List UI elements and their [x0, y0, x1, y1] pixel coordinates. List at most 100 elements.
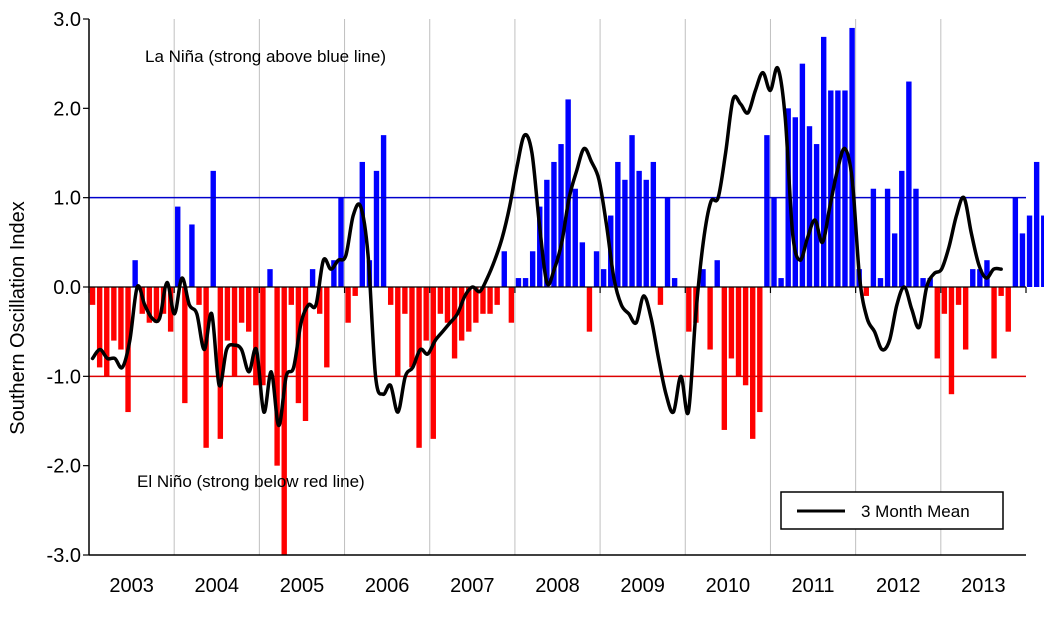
monthly-bar	[707, 287, 713, 350]
monthly-bar	[913, 188, 919, 287]
x-tick-label: 2011	[792, 575, 835, 597]
x-tick-label: 2008	[535, 575, 580, 597]
monthly-bar	[1041, 215, 1044, 287]
monthly-bar	[891, 233, 898, 287]
y-tick-label: -1.0	[47, 366, 81, 388]
monthly-bar	[522, 278, 529, 287]
monthly-bar	[217, 287, 224, 439]
monthly-bar	[735, 287, 742, 377]
monthly-bar	[686, 287, 692, 332]
monthly-bar	[551, 161, 557, 287]
monthly-bar	[203, 287, 209, 448]
legend-label: 3 Month Mean	[861, 502, 970, 521]
monthly-bar	[970, 269, 976, 287]
monthly-bar	[246, 287, 252, 332]
monthly-bar	[813, 144, 820, 287]
monthly-bar	[657, 287, 664, 305]
monthly-bar	[664, 197, 671, 287]
monthly-bar	[104, 287, 110, 377]
monthly-bar	[899, 170, 905, 287]
monthly-bar	[423, 287, 429, 341]
y-tick-label: 1.0	[53, 188, 81, 210]
y-tick-labels: 3.0 2.0 1.0 0.0 -1.0 -2.0 -3.0	[47, 9, 89, 567]
monthly-bar	[955, 287, 962, 305]
monthly-bar	[224, 287, 231, 341]
monthly-bar	[437, 287, 444, 314]
monthly-bar	[1019, 233, 1026, 287]
monthly-bar	[537, 206, 543, 287]
monthly-bar	[600, 269, 607, 287]
y-tick-label: 0.0	[53, 277, 81, 299]
y-tick-label: -3.0	[47, 545, 81, 567]
y-tick-label: -2.0	[47, 456, 81, 478]
monthly-bar	[750, 287, 756, 439]
monthly-bar	[458, 287, 465, 341]
monthly-bar	[927, 278, 933, 287]
monthly-bar	[764, 135, 770, 287]
monthly-bar	[260, 287, 266, 386]
monthly-bar	[494, 287, 500, 305]
monthly-bar	[196, 287, 202, 305]
monthly-bar	[565, 99, 571, 288]
x-tick-label: 2007	[450, 575, 495, 597]
monthly-bar	[586, 287, 593, 332]
monthly-bar	[558, 144, 564, 287]
monthly-bar	[700, 269, 706, 287]
monthly-bar	[572, 188, 578, 287]
monthly-bar	[671, 278, 678, 287]
monthly-bar	[863, 287, 869, 296]
monthly-bar	[742, 287, 749, 386]
monthly-bar	[281, 287, 287, 555]
monthly-bar	[643, 179, 649, 287]
monthly-bar	[175, 206, 181, 287]
monthly-bar	[473, 287, 479, 323]
x-tick-label: 2009	[620, 575, 665, 597]
monthly-bar	[622, 179, 628, 287]
y-tick-label: 3.0	[53, 9, 81, 31]
monthly-bar	[991, 287, 997, 359]
monthly-bar	[714, 260, 720, 287]
monthly-bar	[615, 161, 621, 287]
monthly-bar	[828, 90, 834, 287]
monthly-bar	[118, 287, 124, 350]
monthly-bar	[238, 287, 245, 323]
monthly-bar	[906, 81, 912, 288]
monthly-bar	[267, 269, 273, 287]
monthly-bar	[451, 287, 458, 359]
monthly-bar	[373, 170, 380, 287]
monthly-bar	[934, 287, 940, 359]
monthly-bar	[89, 287, 96, 305]
monthly-bar	[835, 90, 841, 287]
monthly-bar	[96, 287, 103, 368]
el-nino-annotation: El Niño (strong below red line)	[137, 472, 365, 491]
monthly-bar	[778, 278, 784, 287]
monthly-bar	[544, 179, 550, 287]
monthly-bar	[636, 170, 642, 287]
monthly-bar	[402, 287, 408, 314]
monthly-bar	[231, 287, 238, 377]
x-tick-label: 2006	[365, 575, 410, 597]
monthly-bar	[529, 251, 536, 287]
x-tick-label: 2012	[876, 575, 921, 597]
monthly-bar	[842, 90, 848, 287]
la-nina-annotation: La Niña (strong above blue line)	[145, 47, 386, 66]
monthly-bar	[132, 260, 138, 287]
monthly-bar	[884, 188, 891, 287]
monthly-bar	[962, 287, 969, 350]
monthly-bar	[338, 197, 344, 287]
monthly-bar	[1026, 215, 1033, 287]
three-month-mean-line	[90, 66, 1003, 428]
monthly-bar	[593, 251, 600, 287]
monthly-bar	[146, 287, 153, 323]
monthly-bar	[309, 269, 316, 287]
monthly-bar	[870, 188, 877, 287]
reference-lines	[89, 196, 1026, 378]
monthly-bar	[771, 197, 777, 287]
monthly-bar	[1012, 197, 1019, 287]
monthly-bar	[189, 224, 195, 287]
y-tick-label: 2.0	[53, 98, 81, 120]
monthly-bar	[728, 287, 735, 359]
monthly-bar	[444, 287, 451, 323]
x-tick-label: 2004	[195, 575, 240, 597]
